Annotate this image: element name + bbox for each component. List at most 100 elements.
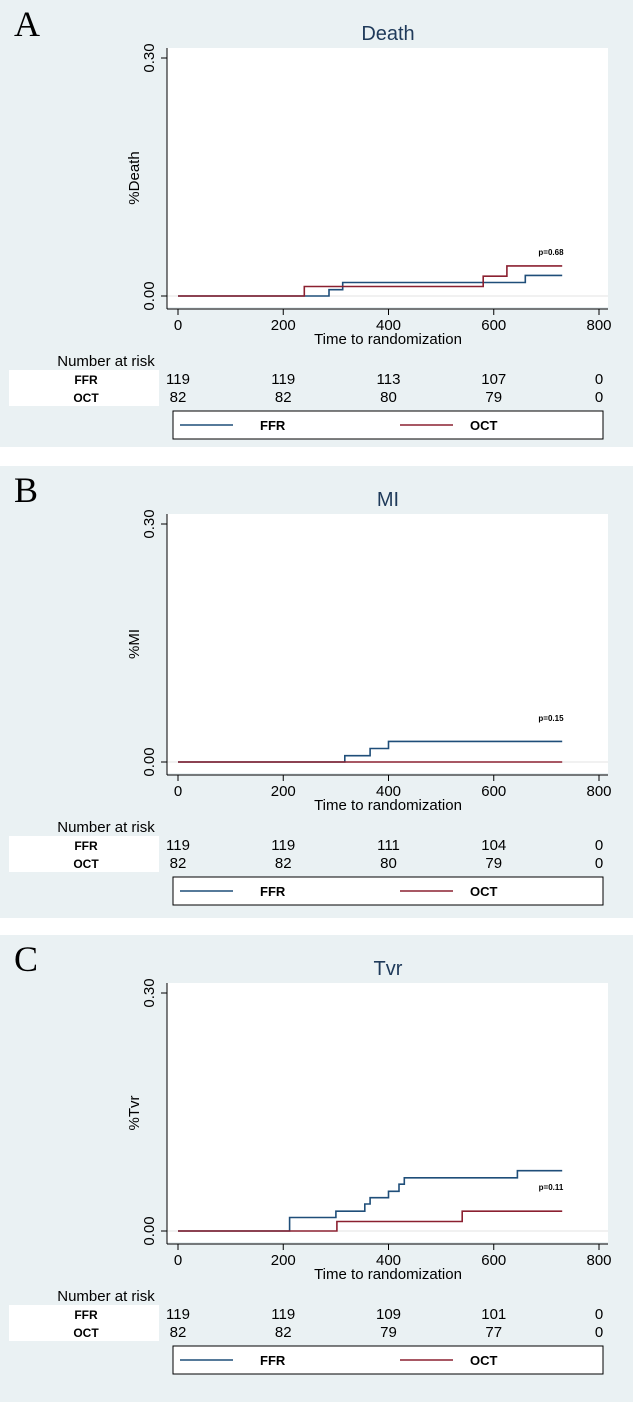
y-tick-label: 0.00 — [141, 747, 158, 776]
risk-cell: 119 — [166, 371, 190, 388]
risk-cell: 80 — [380, 855, 397, 872]
risk-row-label: FFR — [74, 839, 98, 853]
chart-title: Death — [361, 23, 414, 45]
y-axis-label: %Death — [126, 151, 143, 204]
chart-panel-b: B MI 0.00 0.30 %MI 0 200 400 600 800 Time to rando… — [0, 466, 633, 918]
risk-cell: 82 — [170, 1324, 187, 1341]
risk-cell: 119 — [271, 837, 295, 854]
plot-area — [167, 48, 608, 307]
series-line-oct — [178, 1210, 563, 1232]
x-axis-label: Time to randomization — [314, 1266, 462, 1283]
legend-label-oct: OCT — [470, 418, 498, 433]
risk-cell: 0 — [595, 1324, 603, 1341]
risk-cell: 0 — [595, 389, 603, 406]
risk-cell: 111 — [377, 837, 400, 854]
chart-svg: C Tvr 0.00 0.30 %Tvr 0 200 400 600 800 Time to ran… — [9, 939, 612, 1375]
x-axis-label: Time to randomization — [314, 331, 462, 348]
risk-table-title: Number at risk — [57, 819, 155, 836]
risk-row-label: OCT — [73, 857, 99, 871]
risk-cell: 82 — [275, 389, 292, 406]
x-axis-label: Time to randomization — [314, 797, 462, 814]
x-tick-label: 200 — [271, 317, 296, 334]
p-value-annotation: p=0.68 — [538, 248, 564, 257]
x-tick-label: 800 — [586, 1252, 611, 1269]
risk-row-label: OCT — [73, 1326, 99, 1340]
y-tick-label: 0.00 — [141, 281, 158, 310]
legend-box — [172, 1345, 604, 1375]
risk-cell: 79 — [485, 855, 502, 872]
legend-label-ffr: FFR — [260, 418, 286, 433]
x-tick-label: 0 — [174, 783, 182, 800]
risk-cell: 119 — [166, 1306, 190, 1323]
risk-cell: 119 — [271, 1306, 295, 1323]
risk-cell: 107 — [481, 371, 506, 388]
y-tick-label: 0.30 — [141, 509, 158, 538]
risk-cell: 0 — [595, 837, 603, 854]
x-tick-label: 0 — [174, 317, 182, 334]
y-tick-label: 0.00 — [141, 1216, 158, 1245]
p-value-annotation: p=0.11 — [539, 1183, 564, 1192]
risk-cell: 77 — [485, 1324, 502, 1341]
y-tick-label: 0.30 — [141, 43, 158, 72]
y-axis-label: %MI — [126, 629, 143, 659]
x-tick-label: 400 — [376, 1252, 401, 1269]
plot-area — [167, 514, 608, 773]
risk-cell: 82 — [170, 389, 187, 406]
chart-panel-a: A Death 0.00 0.30 %Death 0 200 400 600 800 Time to… — [0, 0, 633, 447]
x-tick-label: 600 — [481, 783, 506, 800]
risk-table-label-box — [9, 370, 159, 406]
legend-label-ffr: FFR — [260, 1353, 286, 1368]
risk-cell: 79 — [380, 1324, 397, 1341]
x-tick-label: 600 — [481, 317, 506, 334]
panel-letter: B — [14, 470, 38, 510]
chart-title: MI — [377, 489, 399, 511]
series-line-oct — [178, 265, 563, 297]
x-tick-label: 0 — [174, 1252, 182, 1269]
risk-cell: 104 — [481, 837, 506, 854]
y-tick-label: 0.30 — [141, 978, 158, 1007]
risk-cell: 0 — [595, 855, 603, 872]
risk-row-label: OCT — [73, 391, 99, 405]
risk-cell: 109 — [376, 1306, 401, 1323]
x-tick-label: 400 — [376, 317, 401, 334]
x-tick-label: 200 — [271, 1252, 296, 1269]
x-tick-label: 600 — [481, 1252, 506, 1269]
risk-cell: 0 — [595, 1306, 603, 1323]
x-tick-label: 200 — [271, 783, 296, 800]
chart-title: Tvr — [374, 958, 403, 980]
legend-label-oct: OCT — [470, 884, 498, 899]
risk-cell: 82 — [275, 855, 292, 872]
chart-panel-c: C Tvr 0.00 0.30 %Tvr 0 200 400 600 800 Time to ran… — [0, 935, 633, 1402]
panel-letter: A — [14, 4, 40, 44]
risk-table-title: Number at risk — [57, 353, 155, 370]
plot-area — [167, 983, 608, 1242]
risk-cell: 80 — [380, 389, 397, 406]
risk-table-label-box — [9, 836, 159, 872]
x-tick-label: 800 — [586, 783, 611, 800]
risk-table-label-box — [9, 1305, 159, 1341]
risk-row-label: FFR — [74, 373, 98, 387]
panel-letter: C — [14, 939, 38, 979]
risk-cell: 0 — [595, 371, 603, 388]
risk-cell: 119 — [166, 837, 190, 854]
series-line-ffr — [178, 740, 563, 763]
risk-cell: 82 — [170, 855, 187, 872]
x-tick-label: 400 — [376, 783, 401, 800]
risk-cell: 79 — [485, 389, 502, 406]
y-axis-label: %Tvr — [126, 1096, 143, 1131]
series-line-ffr — [178, 1169, 563, 1232]
risk-table-title: Number at risk — [57, 1288, 155, 1305]
risk-cell: 119 — [271, 371, 295, 388]
risk-cell: 101 — [481, 1306, 506, 1323]
risk-cell: 113 — [377, 371, 401, 388]
risk-cell: 82 — [275, 1324, 292, 1341]
x-tick-label: 800 — [586, 317, 611, 334]
risk-row-label: FFR — [74, 1308, 98, 1322]
legend-label-ffr: FFR — [260, 884, 286, 899]
legend-label-oct: OCT — [470, 1353, 498, 1368]
legend-box — [172, 410, 604, 440]
p-value-annotation: p=0.15 — [538, 714, 564, 723]
legend-box — [172, 876, 604, 906]
